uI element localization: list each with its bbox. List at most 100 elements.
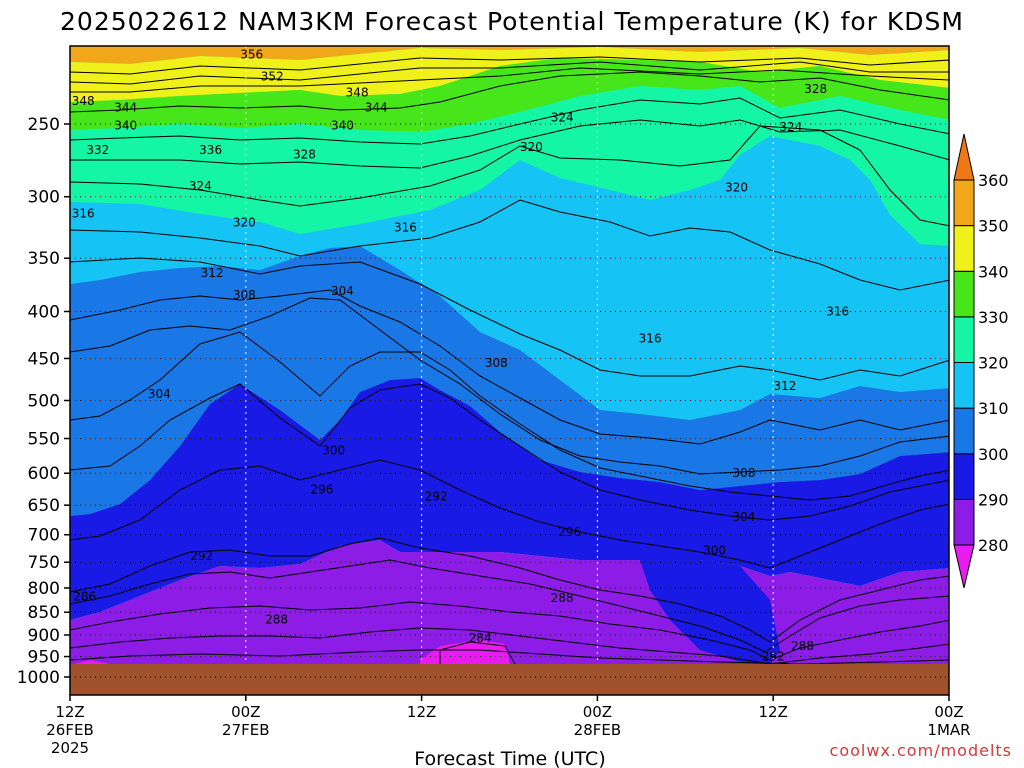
contour-label: 348 — [72, 94, 95, 108]
colorbar-label: 290 — [978, 490, 1009, 509]
contour-label: 324 — [779, 120, 802, 134]
band-310-320 — [70, 136, 949, 420]
x-tick-label: 00Z — [934, 703, 963, 721]
contour-label: 340 — [331, 119, 354, 133]
y-tick-label: 850 — [28, 603, 60, 623]
band-330-340 — [70, 58, 949, 132]
contour-label: 316 — [394, 220, 417, 234]
colorbar-label: 280 — [978, 536, 1009, 555]
contour-label: 316 — [639, 331, 662, 345]
band-350-360 — [70, 46, 949, 64]
y-tick-label: 750 — [28, 553, 60, 573]
colorbar-label: 310 — [978, 399, 1009, 418]
colorbar-extend-top — [953, 133, 975, 181]
colorbar-segment — [953, 270, 975, 318]
contour-label: 288 — [791, 639, 814, 653]
contour-label: 312 — [201, 266, 224, 280]
band-300-310 — [70, 246, 949, 516]
colorbar-label: 300 — [978, 445, 1009, 464]
y-tick-label: 950 — [28, 648, 60, 668]
contour-label: 288 — [265, 613, 288, 627]
y-tick-label: 450 — [28, 349, 60, 369]
colorbar-segment — [953, 362, 975, 409]
y-tick-label: 650 — [28, 496, 60, 516]
y-tick-label: 350 — [28, 249, 60, 269]
colorbar-segment — [953, 316, 975, 363]
band-320-330-warm — [70, 86, 949, 246]
contour-label: 328 — [804, 82, 827, 96]
contour-label: 300 — [322, 444, 345, 458]
contour-label: 340 — [114, 119, 137, 133]
colorbar-extend-bottom — [953, 544, 975, 589]
contour-label: 320 — [725, 180, 748, 194]
x-tick-label: 00Z — [231, 703, 260, 721]
contour-label: 328 — [293, 148, 316, 162]
contour-labels: 356 352 348 344 340 348 344 340 332 336 328 324 316 3… — [72, 47, 849, 663]
y-tick-label: 400 — [28, 302, 60, 322]
contour-label: 308 — [233, 288, 256, 302]
contour-label: 296 — [311, 483, 334, 497]
band-below-280-small — [74, 660, 110, 664]
grid-lines-vertical — [245, 46, 774, 664]
contour-label: 316 — [72, 207, 95, 221]
colorbar-segment — [953, 498, 975, 546]
y-tick-label: 250 — [28, 115, 60, 135]
band-290-300 — [70, 378, 949, 620]
contour-label: 292 — [425, 489, 448, 503]
contour-label: 324 — [189, 179, 212, 193]
y-tick-label: 800 — [28, 579, 60, 599]
y-tick-label: 300 — [28, 188, 60, 208]
contour-label: 336 — [199, 143, 222, 157]
chart-title: 2025022612 NAM3KM Forecast Potential Tem… — [60, 7, 964, 36]
y-tick-label: 700 — [28, 526, 60, 546]
y-tick-label: 500 — [28, 392, 60, 412]
colorbar-segment — [953, 407, 975, 455]
contour-lines — [70, 56, 949, 665]
y-tick-label: 550 — [28, 430, 60, 450]
x-tick-label: 28FEB — [574, 721, 621, 739]
contour-label: 320 — [520, 140, 543, 154]
x-tick-label: 26FEB — [46, 721, 93, 739]
colorbar-label: 360 — [978, 171, 1009, 190]
plot-frame — [69, 45, 950, 696]
y-axis: 250 300 350 400 450 500 550 600 650 700 750 800 850 9… — [17, 115, 70, 688]
contour-label: 320 — [233, 215, 256, 229]
x-tick-label: 1MAR — [927, 721, 970, 739]
contour-label: 292 — [190, 549, 213, 563]
colorbar-label: 340 — [978, 262, 1009, 281]
x-tick-label: 12Z — [55, 703, 84, 721]
contour-label: 308 — [485, 356, 508, 370]
contour-label: 286 — [73, 589, 96, 603]
contour-label: 324 — [551, 111, 574, 125]
colorbar-segment — [953, 225, 975, 272]
contour-label: 316 — [826, 304, 849, 318]
colorbar-label: 330 — [978, 308, 1009, 327]
x-tick-label: 2025 — [51, 739, 89, 757]
colorbar-label: 320 — [978, 354, 1009, 373]
contour-label: 344 — [365, 101, 388, 115]
contour-label: 312 — [773, 379, 796, 393]
colorbar-label: 350 — [978, 217, 1009, 236]
contour-label: 344 — [114, 101, 137, 115]
contour-label: 352 — [261, 70, 284, 84]
contour-label: 356 — [240, 47, 263, 61]
contour-label: 308 — [732, 466, 755, 480]
band-below-280 — [420, 640, 510, 664]
contour-label: 348 — [346, 85, 369, 99]
x-tick-label: 00Z — [583, 703, 612, 721]
colorbar-segment — [953, 453, 975, 500]
ground-terrain — [70, 664, 949, 695]
x-tick-label: 12Z — [759, 703, 788, 721]
contour-label: 296 — [558, 525, 581, 539]
contour-label: 304 — [331, 284, 354, 298]
x-tick-label: 27FEB — [222, 721, 269, 739]
contour-label: 332 — [86, 143, 109, 157]
contour-label: 292 — [762, 650, 785, 664]
colorbar-segment — [953, 179, 975, 227]
y-tick-label: 1000 — [17, 668, 60, 688]
credit-link[interactable]: coolwx.com/modelts — [830, 741, 1012, 760]
contour-label: 304 — [148, 387, 171, 401]
contour-label: 300 — [703, 543, 726, 557]
